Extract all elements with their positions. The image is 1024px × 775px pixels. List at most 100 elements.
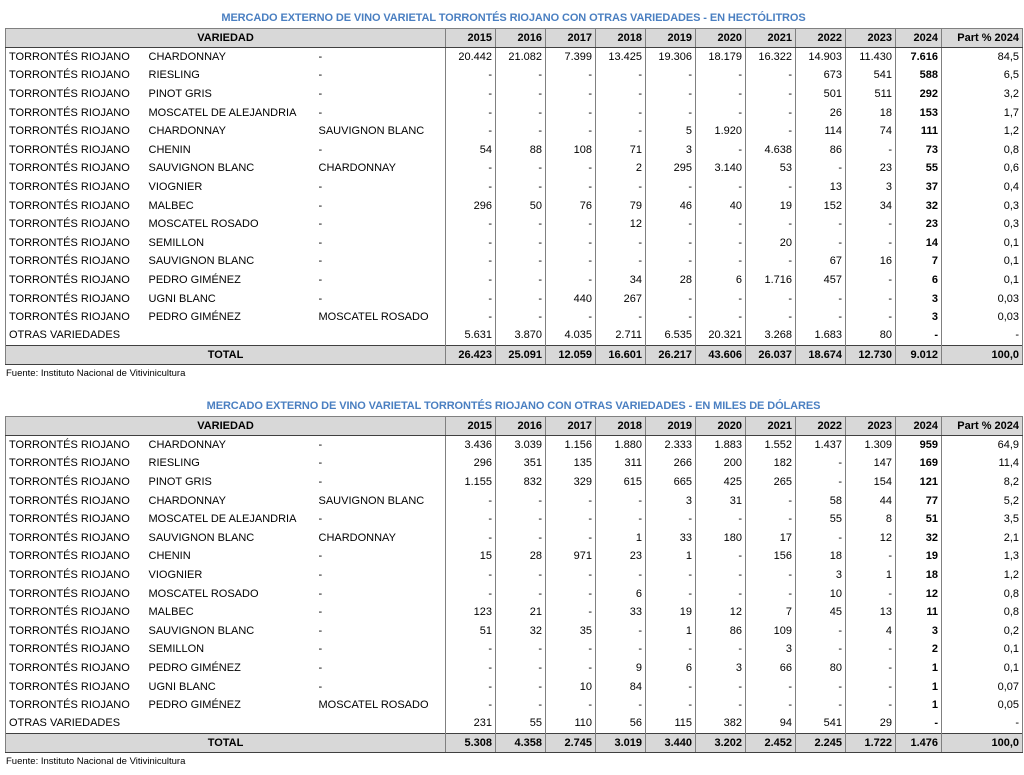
value-cell: 673 [795,66,846,85]
variety-tertiary: SAUVIGNON BLANC [318,125,425,138]
data-table: VARIEDAD 2015 2016 2017 2018 2019 2020 2021 2022… [4,28,1024,365]
value-cell: 16 [845,252,896,271]
table-row: TORRONTÉS RIOJANO VIOGNIER - - - - - - - -3 1 18 1,2 [5,565,1024,585]
value-cell: 3 [645,491,696,510]
value-cell: - [695,233,746,253]
value-cell: - [745,214,796,234]
table-row: TORRONTÉS RIOJANO CHENIN -15 28 971 23 1-156 18… [5,547,1024,566]
value-cell: 17 [745,528,796,548]
value-cell: - [495,84,546,104]
value-cell: 615 [595,472,646,492]
header-part-2024: Part % 2024 [941,28,1024,48]
value-cell: - [595,640,646,659]
value-cell: 21.082 [495,47,546,67]
value-cell: - [445,177,496,197]
variety-secondary: CHARDONNAY [148,494,226,507]
variety-tertiary: - [318,106,323,119]
data-table: VARIEDAD 2015 2016 2017 2018 2019 2020 2021 2022… [4,416,1024,753]
value-cell: 12 [845,528,896,548]
variety-primary: TORRONTÉS RIOJANO [5,270,146,290]
value-cell: 55 [495,714,546,733]
value-cell: 34 [595,270,646,290]
value-cell: - [745,103,796,122]
value-cell: 3.870 [495,326,546,345]
value-cell: - [745,177,796,197]
value-cell: - [695,640,746,659]
value-cell: - [445,159,496,178]
header-year: 2024 [895,28,943,48]
variety-tertiary: - [318,475,323,488]
table-row: TORRONTÉS RIOJANO CHENIN -54 88 108 71 3-4.638… [5,140,1024,160]
variety-primary: TORRONTÉS RIOJANO [5,509,146,529]
part-cell: 0,4 [941,177,1024,197]
value-cell: 6 [895,270,942,290]
variety-primary: TORRONTÉS RIOJANO [5,252,146,271]
header-year: 2020 [695,28,747,48]
value-cell: 18 [895,565,942,585]
value-cell: 46 [645,196,696,215]
value-cell: - [545,121,596,141]
variety-tertiary: - [318,255,323,268]
value-cell: 1 [895,677,942,696]
value-cell: 109 [745,621,796,641]
value-cell: 329 [545,472,596,492]
variety-tertiary: SAUVIGNON BLANC [318,494,425,507]
variety-primary: TORRONTÉS RIOJANO [5,491,146,510]
total-row: TOTAL 5.308 4.358 2.745 3.019 3.440 3.202 2.452… [4,732,1024,753]
variety-secondary: VIOGNIER [148,568,203,581]
variety-primary: TORRONTÉS RIOJANO [5,435,146,455]
value-cell: 31 [695,491,746,510]
part-cell: 3,2 [941,84,1024,104]
table-row: TORRONTÉS RIOJANO CHARDONNAY - 20.442 21.082… [5,47,1024,67]
value-cell: - [495,159,546,178]
header-year: 2016 [495,416,547,436]
value-cell: - [545,177,596,197]
total-value: 12.059 [545,344,596,365]
value-cell: 26 [795,103,846,122]
variety-tertiary: - [318,180,323,193]
value-cell: - [695,547,746,566]
value-cell: - [445,214,496,234]
value-cell: - [695,584,746,603]
variety-primary: TORRONTÉS RIOJANO [5,103,146,122]
value-cell: - [545,509,596,529]
value-cell: - [445,270,496,290]
variety-secondary: CHENIN [148,550,191,563]
part-cell: 0,3 [941,196,1024,215]
value-cell: - [645,640,696,659]
variety-tertiary: - [318,273,323,286]
value-cell: 44 [845,491,896,510]
variety-primary: TORRONTÉS RIOJANO [5,121,146,141]
variety-secondary: PEDRO GIMÉNEZ [148,311,241,324]
total-value: 1.476 [895,732,942,753]
value-cell: - [845,307,896,327]
value-cell: 351 [495,454,546,473]
value-cell: - [795,214,846,234]
value-cell: - [545,528,596,548]
total-value: 16.601 [595,344,646,365]
value-cell: 169 [895,454,942,473]
value-cell: 108 [545,140,596,160]
value-cell: 200 [695,454,746,473]
value-cell: - [545,640,596,659]
value-cell: - [645,509,696,529]
value-cell: - [445,233,496,253]
value-cell: 51 [445,621,496,641]
value-cell: - [495,289,546,308]
value-cell: 86 [795,140,846,160]
value-cell: 3.268 [745,326,796,345]
part-cell: - [941,714,1024,733]
total-value: 5.308 [445,732,496,753]
value-cell: - [745,677,796,696]
value-cell: 9 [595,658,646,678]
total-label: TOTAL [4,344,446,365]
value-cell: - [445,121,496,141]
header-variedad: VARIEDAD [4,28,447,48]
part-cell: 0,03 [941,289,1024,308]
value-cell: 266 [645,454,696,473]
value-cell: - [445,103,496,122]
value-cell: 29 [845,714,896,733]
value-cell: - [495,491,546,510]
variety-secondary: PEDRO GIMÉNEZ [148,273,241,286]
variety-secondary: VIOGNIER [148,180,203,193]
